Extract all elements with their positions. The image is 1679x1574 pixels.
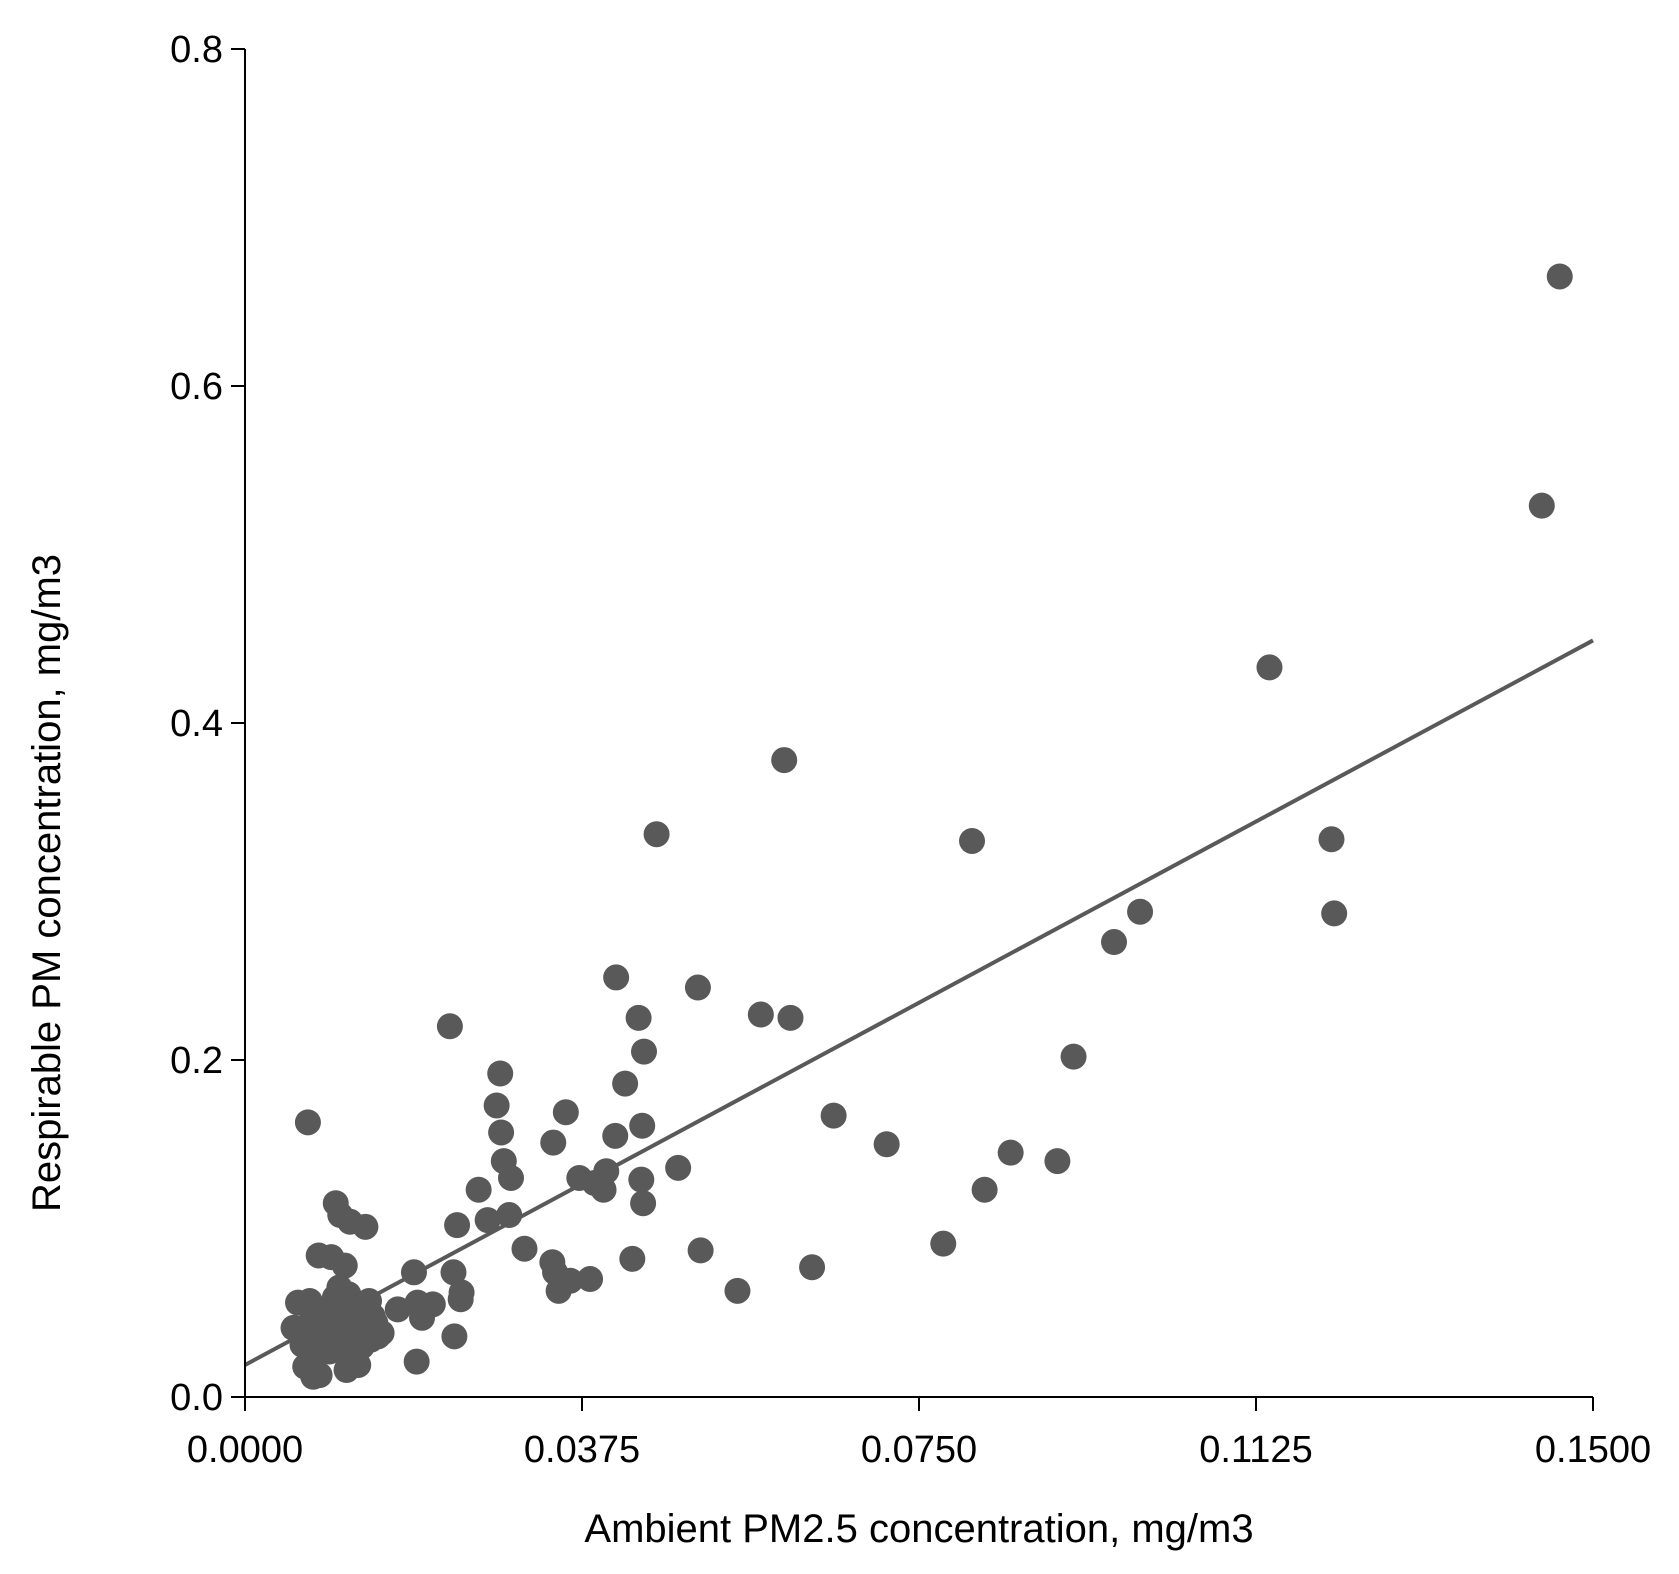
x-axis-ticks: 0.0000 0.0375 0.0750 0.1125 0.1500 — [187, 1397, 1651, 1471]
data-point — [1321, 900, 1348, 927]
data-point — [747, 1001, 774, 1028]
data-point — [619, 1245, 646, 1272]
data-point — [448, 1279, 475, 1306]
trend-layer — [244, 638, 1594, 1367]
x-tick-label: 0.0000 — [187, 1429, 303, 1471]
data-point — [665, 1154, 692, 1181]
data-point — [820, 1102, 847, 1129]
data-point — [444, 1212, 471, 1239]
data-point — [930, 1230, 957, 1257]
data-point — [577, 1266, 604, 1293]
data-point — [400, 1259, 427, 1286]
data-point — [331, 1252, 358, 1279]
axes: 0.0 0.2 0.4 0.6 0.8 0.0000 0.0375 0.0750 0.1125… — [170, 29, 1651, 1471]
data-point — [488, 1119, 515, 1146]
data-point — [294, 1109, 321, 1136]
x-tick-label: 0.0750 — [861, 1429, 977, 1471]
data-point — [1318, 826, 1345, 853]
data-point — [552, 1099, 579, 1126]
data-point — [629, 1112, 656, 1139]
data-point — [440, 1259, 467, 1286]
y-axis-ticks: 0.0 0.2 0.4 0.6 0.8 — [170, 29, 245, 1419]
data-point — [511, 1235, 538, 1262]
y-tick-label: 0.2 — [170, 1040, 223, 1082]
x-tick-label: 0.1125 — [1199, 1429, 1312, 1471]
data-point — [419, 1291, 446, 1318]
data-point — [612, 1070, 639, 1097]
x-tick-label: 0.0375 — [524, 1429, 640, 1471]
data-point — [777, 1004, 804, 1031]
data-point — [483, 1092, 510, 1119]
y-tick-label: 0.0 — [170, 1377, 223, 1419]
data-point — [498, 1164, 525, 1191]
y-tick-label: 0.6 — [170, 366, 223, 408]
y-axis-title: Respirable PM concentration, mg/m3 — [25, 554, 69, 1212]
x-tick-label: 0.1500 — [1535, 1429, 1651, 1471]
data-point — [540, 1129, 567, 1156]
data-point — [1044, 1148, 1071, 1175]
data-point — [1546, 263, 1573, 290]
data-point — [306, 1362, 333, 1389]
data-points — [280, 263, 1573, 1390]
data-point — [631, 1038, 658, 1065]
trend-line — [244, 638, 1594, 1367]
y-tick-label: 0.8 — [170, 29, 223, 71]
x-axis-title: Ambient PM2.5 concentration, mg/m3 — [584, 1507, 1253, 1551]
data-point — [628, 1166, 655, 1193]
data-point — [799, 1254, 826, 1281]
data-point — [368, 1319, 395, 1346]
y-tick-label: 0.4 — [170, 703, 223, 745]
data-point — [403, 1348, 430, 1375]
data-point — [971, 1176, 998, 1203]
data-point — [1127, 898, 1154, 925]
data-point — [771, 747, 798, 774]
data-point — [436, 1013, 463, 1040]
data-point — [465, 1176, 492, 1203]
data-point — [1256, 654, 1283, 681]
data-point — [593, 1158, 620, 1185]
data-point — [873, 1131, 900, 1158]
data-point — [441, 1323, 468, 1350]
data-point — [687, 1237, 714, 1264]
data-point — [724, 1277, 751, 1304]
data-point — [643, 821, 670, 848]
data-point — [496, 1202, 523, 1229]
data-point — [352, 1213, 379, 1240]
data-point — [487, 1060, 514, 1087]
data-point — [384, 1296, 411, 1323]
data-point — [474, 1207, 501, 1234]
data-point — [630, 1190, 657, 1217]
data-point — [1060, 1043, 1087, 1070]
data-point — [557, 1267, 584, 1294]
data-point — [625, 1004, 652, 1031]
data-point — [684, 974, 711, 1001]
data-point — [602, 1122, 629, 1149]
data-point — [1528, 492, 1555, 519]
data-point — [997, 1139, 1024, 1166]
data-point — [1101, 929, 1128, 956]
data-point — [959, 827, 986, 854]
data-point — [603, 964, 630, 991]
